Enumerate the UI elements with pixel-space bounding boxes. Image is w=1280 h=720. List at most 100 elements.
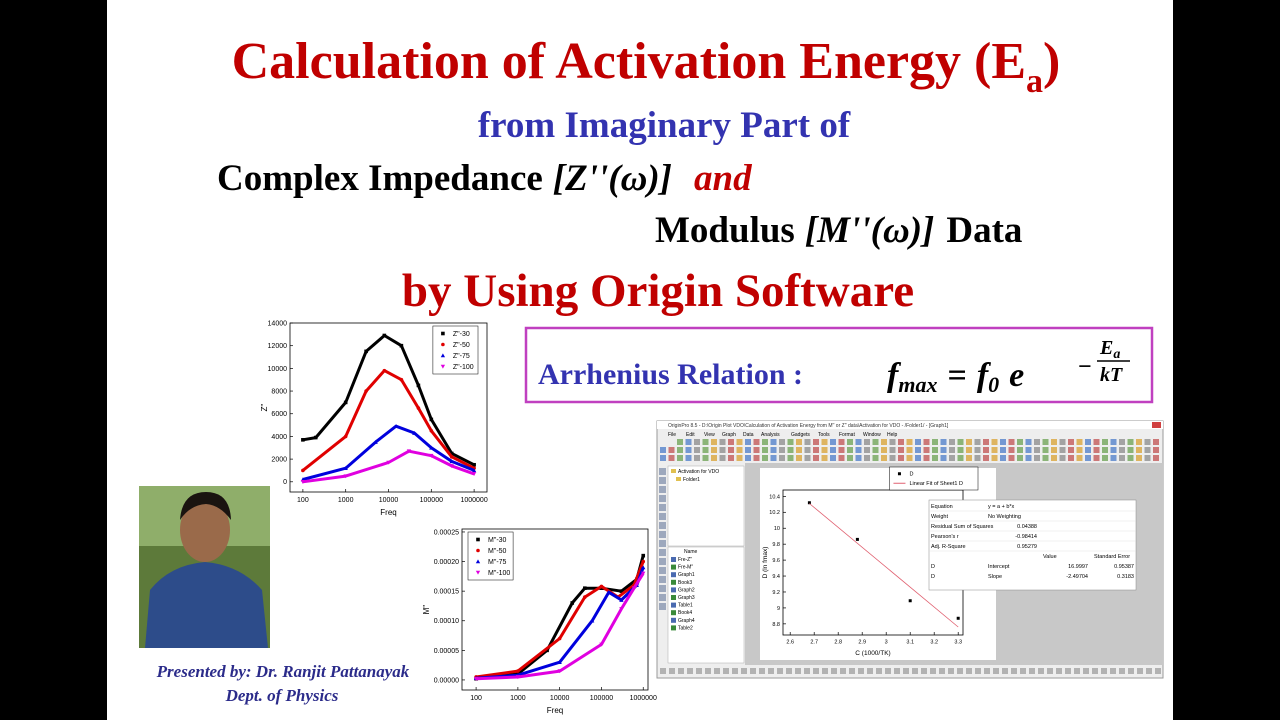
y-tick-label: 14000 bbox=[268, 320, 288, 327]
tool-icon bbox=[659, 495, 666, 502]
toolbar-icon bbox=[1068, 447, 1074, 453]
formula-sub: max bbox=[898, 372, 937, 397]
toolbar-icon bbox=[966, 455, 972, 461]
series-line bbox=[302, 424, 475, 481]
data-point bbox=[956, 616, 960, 620]
menu-item: File bbox=[668, 432, 676, 438]
legend-swatch bbox=[440, 364, 446, 369]
bottom-tool-icon bbox=[912, 668, 918, 674]
toolbar-icon bbox=[932, 455, 938, 461]
bottom-tool-icon bbox=[687, 668, 693, 674]
toolbar-icon bbox=[1008, 455, 1015, 461]
toolbar-icon bbox=[1008, 447, 1015, 453]
toolbar-icon bbox=[1110, 439, 1117, 445]
tool-icon bbox=[659, 567, 666, 574]
toolbar-icon bbox=[1144, 455, 1151, 461]
toolbar-icon bbox=[983, 455, 989, 461]
data-point bbox=[416, 406, 421, 410]
toolbar-icon bbox=[787, 455, 794, 461]
toolbar-icon bbox=[974, 455, 981, 461]
presenter-name: Presented by: Dr. Ranjit Pattanayak bbox=[156, 662, 410, 681]
x-tick-label: 1000 bbox=[338, 497, 354, 504]
y-tick-label: 12000 bbox=[268, 343, 288, 350]
tool-icon bbox=[659, 468, 666, 475]
x-tick-label: 3.3 bbox=[954, 640, 962, 646]
toolbar-icon bbox=[694, 447, 700, 453]
bottom-tool-icon bbox=[840, 668, 846, 674]
toolbar-icon bbox=[838, 439, 845, 445]
data-point bbox=[515, 675, 521, 680]
bottom-tool-icon bbox=[822, 668, 828, 674]
toolbar-icon bbox=[685, 455, 692, 461]
subtitle: from Imaginary Part of bbox=[478, 105, 851, 146]
y-tick-label: 0.00020 bbox=[434, 559, 459, 566]
toolbar-icon bbox=[685, 447, 692, 453]
bottom-tool-icon bbox=[849, 668, 855, 674]
toolbar-icon bbox=[1119, 447, 1125, 453]
menu-item: Window bbox=[863, 432, 881, 438]
data-point bbox=[301, 468, 305, 473]
data-point bbox=[606, 590, 611, 595]
y-tick-label: 9.8 bbox=[772, 542, 780, 548]
close-button bbox=[1152, 422, 1161, 428]
table-cell: No Weighting bbox=[988, 514, 1021, 520]
list-item: Graph2 bbox=[678, 587, 695, 593]
y-tick-label: 0.00005 bbox=[434, 648, 459, 655]
bottom-tool-icon bbox=[1101, 668, 1107, 674]
data-point bbox=[471, 468, 477, 473]
formula-num: Ea bbox=[1099, 337, 1120, 362]
bottom-tool-icon bbox=[1074, 668, 1080, 674]
tool-icon bbox=[659, 549, 666, 556]
bottom-tool-icon bbox=[1128, 668, 1134, 674]
table-cell: 16.9997 bbox=[1068, 564, 1088, 570]
bottom-tool-icon bbox=[795, 668, 801, 674]
formula-den: kT bbox=[1100, 364, 1123, 386]
legend-swatch bbox=[441, 331, 445, 336]
legend-swatch bbox=[441, 342, 445, 347]
tool-icon bbox=[659, 477, 666, 484]
toolbar-icon bbox=[787, 439, 794, 445]
toolbar-icon bbox=[864, 455, 870, 461]
table-cell: y = a + b*x bbox=[988, 504, 1015, 510]
data-point bbox=[343, 400, 348, 405]
bottom-tool-icon bbox=[903, 668, 909, 674]
heading-software: by Using Origin Software bbox=[402, 265, 914, 317]
arrhenius-formula: fmax = f0 e bbox=[887, 357, 1024, 397]
formula-sub: a bbox=[1113, 347, 1120, 362]
x-tick-label: 10000 bbox=[550, 695, 570, 702]
bottom-tool-icon bbox=[1065, 668, 1071, 674]
heading-line: Modulus [M''(ω)] Data bbox=[655, 210, 1022, 251]
list-item: Fre-Z'' bbox=[678, 557, 692, 563]
table-cell: 0.95387 bbox=[1114, 564, 1134, 570]
toolbar-icon bbox=[847, 439, 853, 445]
table-header: Value bbox=[1043, 554, 1057, 560]
y-tick-label: 9 bbox=[777, 606, 780, 612]
toolbar-icon bbox=[830, 455, 836, 461]
x-tick-label: 2.9 bbox=[858, 640, 866, 646]
toolbar-icon bbox=[889, 455, 896, 461]
toolbar-icon bbox=[770, 455, 777, 461]
menu-item: Data bbox=[743, 432, 754, 438]
toolbar-icon bbox=[966, 439, 972, 445]
toolbar-icon bbox=[983, 447, 989, 453]
list-item: Graph3 bbox=[678, 595, 695, 601]
y-tick-label: 4000 bbox=[271, 434, 287, 441]
toolbar-icon bbox=[1102, 455, 1108, 461]
toolbar-icon bbox=[906, 447, 913, 453]
toolbar-icon bbox=[1000, 455, 1006, 461]
project-tree bbox=[667, 465, 745, 547]
legend-swatch bbox=[475, 559, 481, 564]
data-point bbox=[471, 472, 477, 477]
title: Calculation of Activation Energy (Ea) bbox=[232, 33, 1061, 100]
toolbar-icon bbox=[847, 455, 853, 461]
list-item: Graph4 bbox=[678, 618, 695, 624]
toolbar-icon bbox=[1034, 455, 1040, 461]
legend-label: M"-75 bbox=[488, 559, 507, 566]
legend-box bbox=[432, 325, 479, 375]
x-tick-label: 3 bbox=[885, 640, 888, 646]
toolbar-icon bbox=[736, 447, 743, 453]
toolbar-icon bbox=[940, 439, 947, 445]
data-point bbox=[641, 553, 646, 558]
data-point bbox=[641, 565, 646, 570]
toolbar-icon bbox=[1076, 455, 1083, 461]
